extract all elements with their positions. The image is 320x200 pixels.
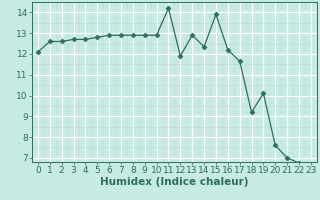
- X-axis label: Humidex (Indice chaleur): Humidex (Indice chaleur): [100, 177, 249, 187]
